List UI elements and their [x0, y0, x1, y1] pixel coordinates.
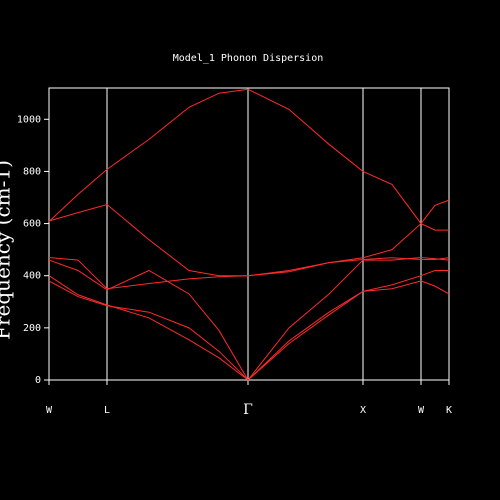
y-tick-label: 400: [23, 271, 41, 282]
x-tick-label: K: [446, 405, 452, 416]
x-tick-label: W: [46, 405, 53, 416]
chart-title: Model_1 Phonon Dispersion: [173, 53, 324, 64]
x-tick-label: L: [104, 405, 110, 416]
y-tick-label: 600: [23, 219, 41, 230]
dispersion-branch: [48, 199, 450, 277]
y-tick-label: 800: [23, 166, 41, 177]
x-tick-label: X: [360, 405, 366, 416]
y-tick-label: 200: [23, 323, 41, 334]
x-tick-label: W: [418, 405, 425, 416]
dispersion-branch: [48, 280, 450, 381]
y-tick-label: 1000: [17, 114, 41, 125]
dispersion-branch: [48, 256, 450, 290]
dispersion-branch: [48, 88, 449, 231]
x-tick-label: Γ: [243, 402, 253, 418]
dispersion-branch: [48, 256, 450, 381]
y-axis-label: Frequency (cm-1): [0, 160, 15, 340]
y-tick-label: 0: [35, 375, 41, 386]
